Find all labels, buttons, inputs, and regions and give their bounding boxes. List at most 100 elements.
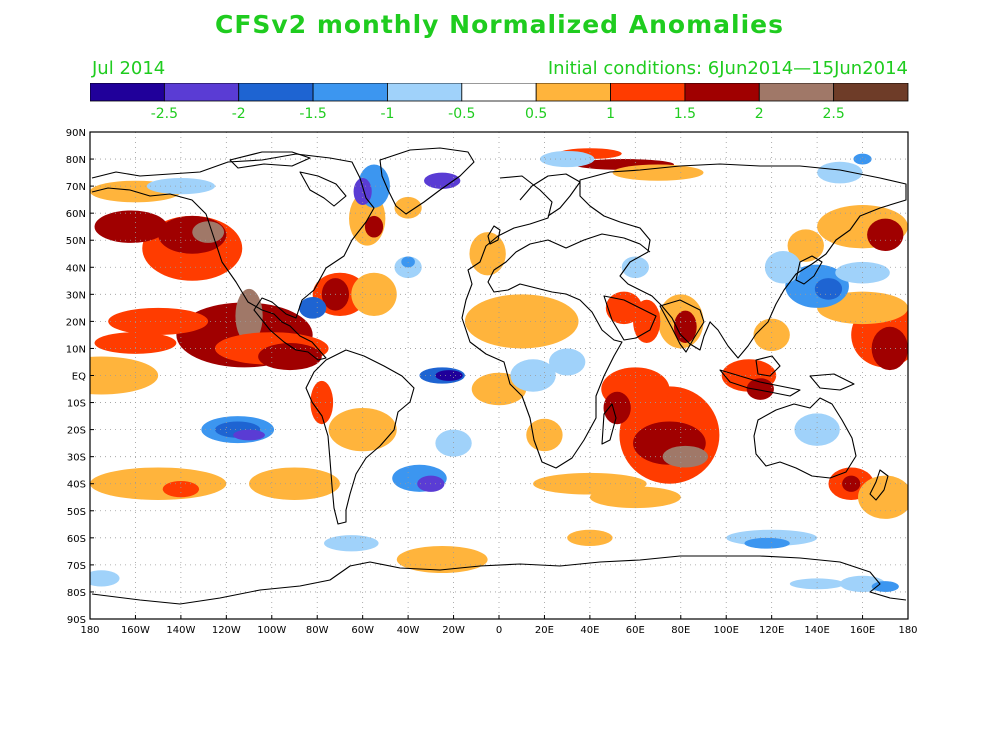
madagascar-outline — [601, 403, 617, 445]
longitude-tick-label: 0 — [496, 625, 502, 636]
latitude-tick-label: EQ — [72, 372, 86, 383]
map-gridlines — [90, 132, 908, 619]
longitude-tick-label: 100W — [257, 625, 286, 636]
continent-outlines — [91, 147, 907, 605]
hudson-bay-outline — [299, 171, 347, 207]
antarctica-outline — [91, 555, 907, 605]
negative-anomaly-region — [817, 161, 863, 184]
japan-outline — [795, 255, 823, 285]
arabia-outline — [603, 295, 657, 341]
colorbar-label: 2.5 — [823, 106, 845, 122]
negative-anomaly-region — [539, 150, 595, 168]
positive-anomaly-region — [90, 356, 159, 395]
colorbar-label: -1.5 — [299, 106, 326, 122]
latitude-tick-label: 70N — [66, 182, 86, 193]
positive-anomaly-region — [842, 475, 861, 492]
latitude-tick-label: 60N — [66, 209, 86, 220]
positive-anomaly-region — [94, 210, 168, 243]
positive-anomaly-region — [605, 291, 643, 325]
colorbar-label: 0.5 — [525, 106, 547, 122]
positive-anomaly-region — [249, 467, 340, 500]
latitude-tick-label: 90N — [66, 128, 86, 139]
positive-anomaly-region — [612, 164, 704, 181]
latitude-tick-label: 80N — [66, 155, 86, 166]
longitude-tick-label: 80W — [306, 625, 329, 636]
greenland-outline — [379, 147, 475, 215]
negative-anomaly-region — [853, 153, 872, 165]
negative-anomaly-region — [424, 172, 461, 189]
scandinavia-outline — [519, 173, 581, 217]
negative-anomaly-region — [871, 581, 899, 592]
colorbar-swatch — [833, 83, 909, 102]
colorbar-label: -1 — [380, 106, 394, 122]
positive-anomaly-region — [603, 391, 631, 425]
arctic-islands-outline — [229, 151, 311, 169]
latitude-tick-label: 40S — [67, 480, 86, 491]
longitude-tick-label: 60W — [351, 625, 374, 636]
negative-anomaly-region — [435, 429, 472, 457]
latitude-axis-labels: 90N 80N 70N 60N 50N 40N 30N 20N 10N EQ 10S 20S 30S 40… — [66, 128, 94, 626]
color-legend: -2.5 -2 -1.5 -1 -0.5 0.5 1 1.5 2 2.5 — [90, 83, 909, 122]
latitude-tick-label: 10N — [66, 344, 86, 355]
india-outline — [659, 299, 705, 353]
negative-anomaly-region — [744, 537, 790, 549]
colorbar-label: -0.5 — [448, 106, 475, 122]
negative-anomaly-region — [510, 359, 556, 392]
asia-outline — [579, 163, 907, 359]
initial-conditions-label: Initial conditions: 6Jun2014—15Jun2014 — [547, 58, 908, 79]
longitude-tick-label: 180 — [80, 625, 99, 636]
british-isles-outline — [487, 225, 501, 245]
longitude-tick-label: 40W — [397, 625, 420, 636]
longitude-tick-label: 180 — [898, 625, 917, 636]
north-america-outline — [91, 153, 375, 361]
positive-anomaly-region — [867, 218, 904, 252]
positive-anomaly-region — [396, 545, 488, 574]
latitude-tick-label: 80S — [67, 588, 86, 599]
new-guinea-outline — [809, 373, 855, 391]
positive-anomaly-region — [258, 343, 322, 371]
positive-anomaly-region — [351, 272, 397, 316]
latitude-tick-label: 30N — [66, 290, 86, 301]
negative-anomaly-region — [548, 348, 586, 376]
latitude-tick-label: 60S — [67, 534, 86, 545]
negative-anomaly-region — [764, 251, 802, 284]
positive-anomaly-region — [235, 288, 263, 344]
colorbar-label: 1 — [606, 106, 615, 122]
longitude-tick-label: 120W — [212, 625, 241, 636]
longitude-tick-label: 80E — [671, 625, 690, 636]
negative-anomaly-region — [435, 370, 463, 381]
new-zealand-outline — [869, 469, 889, 501]
europe-africa-outline — [461, 175, 651, 469]
positive-anomaly-region — [328, 407, 397, 452]
colorbar-label: 2 — [755, 106, 764, 122]
positive-anomaly-region — [464, 294, 579, 349]
latitude-tick-label: 30S — [67, 453, 86, 464]
negative-anomaly-region — [401, 256, 415, 268]
longitude-tick-label: 40E — [580, 625, 599, 636]
positive-anomaly-region — [753, 318, 790, 352]
borneo-outline — [755, 355, 781, 377]
latitude-tick-label: 20N — [66, 317, 86, 328]
positive-anomaly-region — [162, 481, 200, 498]
negative-anomaly-region — [324, 535, 379, 552]
maritime-continent-outline — [719, 369, 801, 397]
positive-anomaly-region — [787, 229, 824, 262]
positive-anomaly-region — [526, 418, 563, 452]
negative-anomaly-region — [789, 578, 845, 590]
colorbar-label: -2 — [232, 106, 246, 122]
australia-outline — [753, 397, 857, 479]
positive-anomaly-region — [94, 332, 177, 354]
valid-month-label: Jul 2014 — [92, 58, 166, 79]
positive-anomaly-region — [858, 475, 908, 519]
positive-anomaly-region — [469, 232, 506, 276]
negative-anomaly-region — [353, 177, 372, 206]
latitude-tick-label: 20S — [67, 426, 86, 437]
colorbar-label: 1.5 — [674, 106, 696, 122]
positive-anomaly-region — [673, 310, 697, 344]
negative-anomaly-region — [299, 297, 327, 319]
longitude-tick-label: 140W — [166, 625, 195, 636]
latitude-tick-label: 50S — [67, 507, 86, 518]
positive-anomaly-region — [364, 215, 384, 238]
longitude-tick-label: 20W — [442, 625, 465, 636]
positive-anomaly-region — [871, 326, 908, 371]
